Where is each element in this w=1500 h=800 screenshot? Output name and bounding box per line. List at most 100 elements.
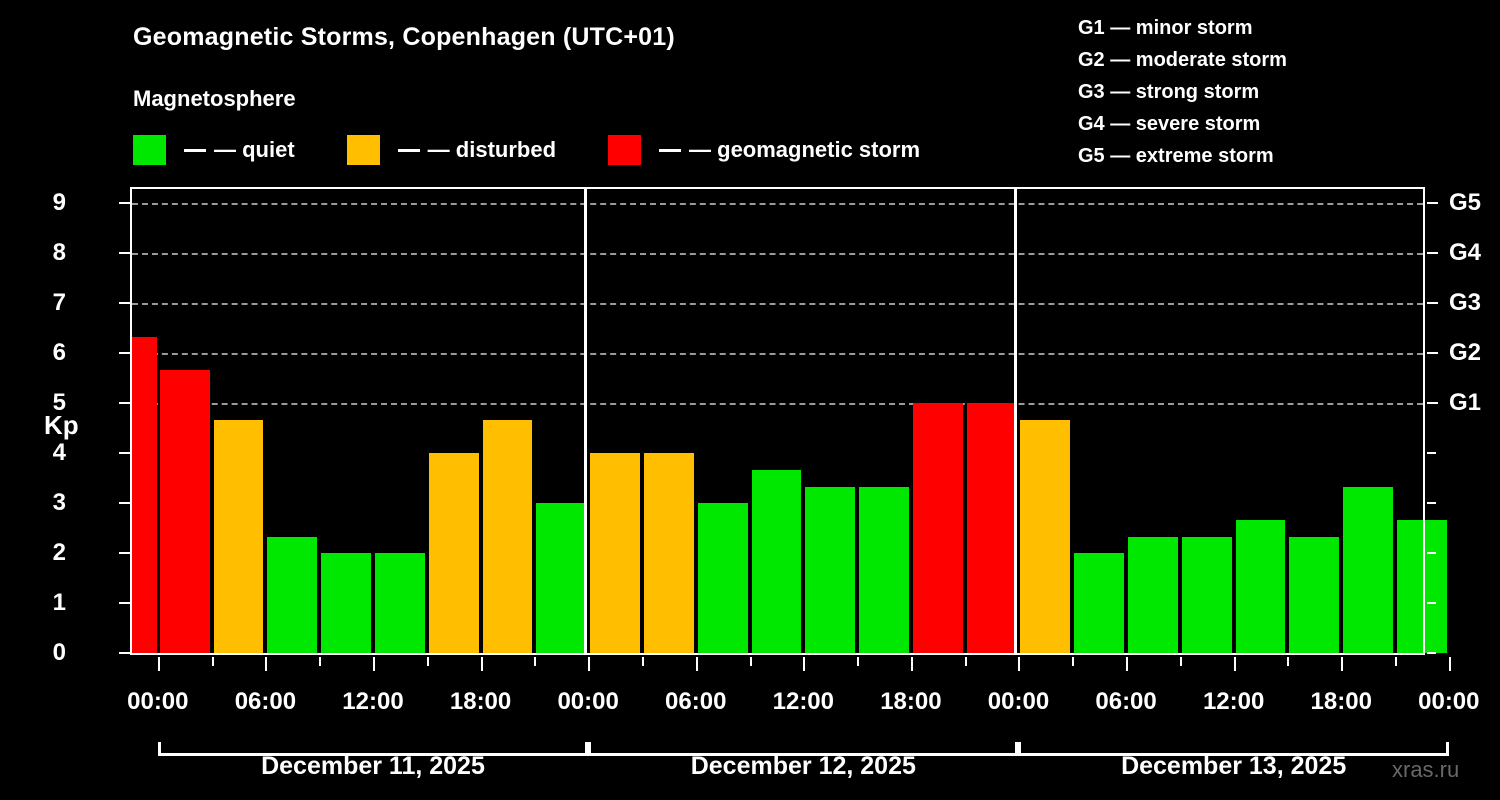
x-tick-mark bbox=[857, 657, 860, 666]
y-tick-mark bbox=[119, 402, 130, 404]
bar-dec-13-06-09 bbox=[1074, 553, 1125, 653]
gridline-kp-9 bbox=[132, 203, 1423, 205]
watermark: xras.ru bbox=[1392, 757, 1460, 782]
y-axis-label: Kp bbox=[44, 410, 79, 440]
bar-dec-11-12-15 bbox=[321, 553, 371, 653]
y-tick-label-3: 3 bbox=[52, 489, 66, 516]
x-tick-label: 06:00 bbox=[665, 688, 727, 715]
y-tick-mark bbox=[119, 552, 130, 554]
bar-dec-12-15-18 bbox=[805, 486, 856, 653]
bar-series bbox=[132, 187, 1447, 653]
bar-dec-11-15-18 bbox=[374, 553, 425, 653]
y-tick-label-4: 4 bbox=[52, 439, 66, 466]
g-tick-mark bbox=[1427, 352, 1438, 354]
legend-label-quiet: — quiet bbox=[214, 137, 295, 162]
x-tick-mark bbox=[1395, 657, 1398, 666]
x-tick-mark bbox=[1341, 657, 1344, 671]
legend-swatch-quiet bbox=[133, 135, 166, 165]
x-tick-mark bbox=[641, 657, 644, 666]
x-tick-mark bbox=[426, 657, 429, 666]
bar-dec-13-18-21 bbox=[1289, 536, 1340, 653]
day-bracket bbox=[588, 742, 1019, 756]
day-separator bbox=[584, 187, 588, 655]
g-tick-label-g4: G4 bbox=[1449, 239, 1482, 266]
g-tick-mark bbox=[1427, 252, 1438, 254]
day-bracket bbox=[1018, 742, 1449, 756]
bar-dec-13-03-06 bbox=[1020, 419, 1071, 653]
bar-dec-12-18-21 bbox=[859, 486, 909, 653]
gridline-kp-7 bbox=[132, 303, 1423, 305]
g-tick-label-g5: G5 bbox=[1449, 189, 1482, 216]
g-scale-legend: G1 — minor storm G2 — moderate storm G3 … bbox=[1078, 12, 1287, 172]
day-bracket bbox=[157, 742, 589, 756]
legend-label-disturbed: — disturbed bbox=[427, 137, 557, 162]
y-tick-label-8: 8 bbox=[52, 239, 66, 266]
plot-area bbox=[130, 187, 1447, 655]
bar-dec-13-09-12 bbox=[1128, 536, 1178, 653]
bar-dec-11-09-12 bbox=[267, 536, 318, 653]
y-tick-label-1: 1 bbox=[52, 589, 66, 616]
legend-item-quiet: — quiet bbox=[133, 135, 295, 165]
x-tick-label: 00:00 bbox=[987, 688, 1050, 715]
bar-dec-11-00-03 bbox=[132, 336, 157, 653]
x-tick-mark bbox=[1233, 657, 1236, 671]
y-tick-mark bbox=[119, 452, 130, 454]
x-tick-mark bbox=[211, 657, 214, 666]
x-tick-label: 00:00 bbox=[127, 688, 189, 715]
x-tick-label: 12:00 bbox=[1202, 688, 1265, 715]
bar-dec-12-12-15 bbox=[751, 469, 802, 653]
color-legend: — quiet — disturbed — geomagnetic storm bbox=[133, 135, 920, 165]
x-tick-mark bbox=[695, 657, 698, 671]
bar-dec-12-00-03 bbox=[536, 503, 587, 653]
x-tick-label: 18:00 bbox=[1310, 688, 1372, 715]
g-tick-label-g1: G1 bbox=[1449, 389, 1482, 416]
y-tick-label-9: 9 bbox=[52, 189, 66, 216]
g-tick-mark bbox=[1427, 402, 1438, 404]
legend-item-disturbed: — disturbed bbox=[346, 135, 557, 165]
x-tick-mark bbox=[157, 657, 160, 671]
y-tick-label-0: 0 bbox=[52, 639, 66, 666]
g-tick-label-g3: G3 bbox=[1449, 289, 1482, 316]
g-axis-minor-tick bbox=[1427, 502, 1436, 504]
bar-slot-24 bbox=[1397, 519, 1447, 653]
g-scale-item-g5: G5 — extreme storm bbox=[1078, 145, 1274, 167]
y-tick-mark bbox=[119, 502, 130, 504]
gridline-kp-5 bbox=[132, 403, 1423, 405]
legend-dash bbox=[184, 148, 206, 152]
g-axis-minor-tick bbox=[1427, 552, 1436, 554]
x-tick-label: 00:00 bbox=[557, 688, 619, 715]
bar-dec-12-09-12 bbox=[697, 503, 748, 653]
bar-dec-13-21-24 bbox=[1343, 486, 1394, 653]
x-tick-mark bbox=[372, 657, 375, 671]
legend-label-storm: — geomagnetic storm bbox=[689, 137, 921, 162]
y-tick-label-2: 2 bbox=[52, 539, 66, 566]
day-label: December 12, 2025 bbox=[690, 752, 916, 780]
y-tick-mark bbox=[119, 602, 130, 604]
subtitle-magnetosphere: Magnetosphere bbox=[133, 86, 296, 111]
legend-dash bbox=[659, 148, 682, 152]
x-tick-label: 18:00 bbox=[449, 688, 512, 715]
day-label: December 13, 2025 bbox=[1121, 752, 1347, 780]
bar-dec-13-12-15 bbox=[1181, 536, 1232, 653]
legend-dash bbox=[397, 148, 420, 152]
gridline-kp-8 bbox=[132, 253, 1423, 255]
y-tick-mark bbox=[119, 652, 130, 654]
x-tick-mark bbox=[1448, 657, 1451, 671]
y-tick-mark bbox=[119, 202, 130, 204]
legend-swatch-storm bbox=[608, 135, 642, 165]
y-tick-label-5: 5 bbox=[52, 389, 66, 416]
bar-dec-12-03-06 bbox=[590, 453, 640, 653]
x-tick-mark bbox=[265, 657, 268, 671]
x-tick-mark bbox=[534, 657, 537, 666]
day-separator bbox=[1014, 187, 1018, 655]
g-scale-item-g4: G4 — severe storm bbox=[1078, 113, 1261, 135]
g-scale-item-g1: G1 — minor storm bbox=[1078, 17, 1253, 39]
x-tick-mark bbox=[1287, 657, 1290, 666]
x-tick-label: 00:00 bbox=[1418, 688, 1480, 715]
x-tick-label: 06:00 bbox=[234, 688, 297, 715]
x-tick-mark bbox=[964, 657, 967, 666]
bar-dec-12-06-09 bbox=[643, 453, 694, 653]
day-label: December 11, 2025 bbox=[261, 752, 485, 780]
x-tick-label: 06:00 bbox=[1095, 688, 1157, 715]
